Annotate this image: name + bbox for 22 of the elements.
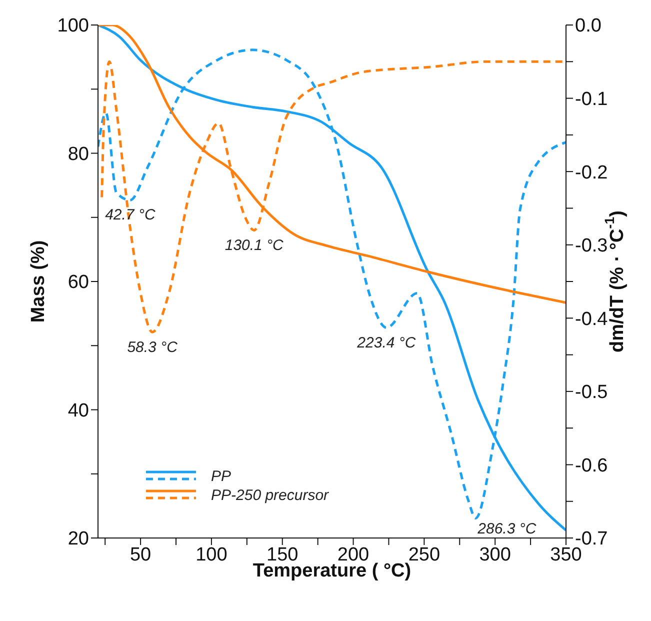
y-tick-label: 60 (68, 272, 89, 294)
x-tick-label: 50 (130, 544, 152, 566)
annotation: 286.3 °C (476, 520, 536, 538)
annotation: 223.4 °C (356, 334, 416, 352)
y2-tick-label: -0.4 (575, 308, 608, 330)
x-tick-label: 100 (196, 544, 228, 566)
y-axis-title: Mass (%) (28, 240, 48, 323)
annotation: 130.1 °C (224, 236, 284, 254)
x-tick-label: 300 (479, 544, 511, 566)
y2-tick-label: -0.5 (575, 382, 608, 404)
y-tick-label: 20 (68, 528, 89, 550)
y2-tick-label: -0.6 (575, 455, 608, 476)
y2-tick-label: -0.1 (575, 89, 608, 110)
y-tick-label: 100 (57, 16, 89, 37)
legend-label: PP-250 precursor (211, 487, 329, 504)
y2-tick-label: 0.0 (575, 16, 602, 37)
annotation: 58.3 °C (127, 338, 178, 356)
legend-label: PP (211, 468, 232, 485)
y-tick-label: 40 (68, 400, 89, 422)
y2-tick-label: -0.3 (575, 236, 608, 257)
y-tick-label: 80 (68, 144, 89, 165)
y2-tick-label: -0.2 (575, 162, 608, 184)
